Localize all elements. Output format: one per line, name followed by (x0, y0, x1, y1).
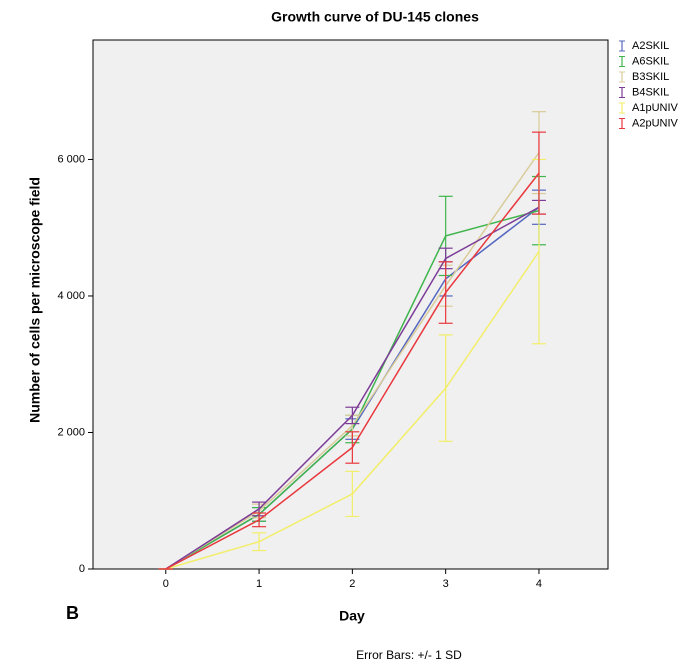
y-tick-label: 0 (79, 563, 85, 575)
x-tick-label: 2 (349, 578, 355, 590)
legend-label: A2pUNIV (632, 117, 679, 129)
y-tick-label: 4 000 (57, 290, 85, 302)
error-bar (438, 261, 453, 324)
footnote: Error Bars: +/- 1 SD (356, 648, 462, 662)
legend-label: B3SKIL (632, 71, 669, 83)
error-bar (531, 131, 546, 215)
legend-label: A6SKIL (632, 55, 669, 67)
x-axis-label: Day (339, 608, 365, 624)
error-bar (438, 334, 453, 442)
plot-area (92, 39, 609, 570)
legend-label: A1pUNIV (632, 102, 679, 114)
y-tick-label: 2 000 (57, 426, 85, 438)
error-bar (252, 532, 267, 552)
legend-label: B4SKIL (632, 86, 669, 98)
legend-label: A2SKIL (632, 40, 669, 52)
x-tick-label: 0 (163, 578, 169, 590)
error-bar (345, 431, 360, 464)
y-tick-label: 6 000 (57, 153, 85, 165)
x-tick-label: 1 (256, 578, 262, 590)
panel-label: B (66, 603, 79, 623)
y-axis-label: Number of cells per microscope field (27, 177, 43, 423)
x-tick-label: 3 (443, 578, 449, 590)
chart-title: Growth curve of DU-145 clones (271, 9, 479, 25)
error-bar (345, 470, 360, 518)
error-bar (345, 406, 360, 425)
x-tick-label: 4 (536, 578, 542, 590)
error-bar (252, 512, 267, 528)
